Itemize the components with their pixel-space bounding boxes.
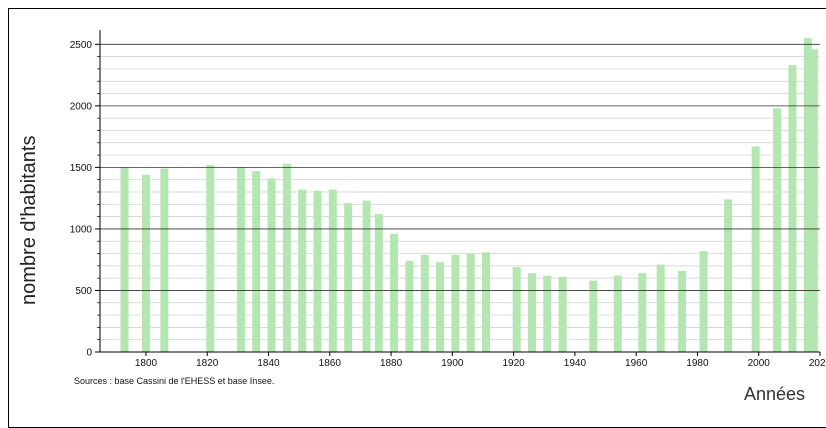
- bar: [558, 276, 567, 352]
- bar: [252, 171, 261, 352]
- bar: [656, 264, 665, 352]
- source-note: Sources : base Cassini de l'EHESS et bas…: [74, 376, 275, 386]
- bar: [206, 164, 215, 352]
- bar: [809, 49, 818, 352]
- bar: [788, 65, 797, 352]
- x-axis-label: Années: [744, 384, 806, 404]
- x-tick-label: 1800: [135, 358, 158, 369]
- bar: [374, 214, 383, 352]
- bar: [528, 273, 536, 352]
- bar: [160, 168, 169, 352]
- y-axis-label: nombre d'habitants: [18, 135, 40, 305]
- bar: [390, 233, 399, 352]
- bar: [724, 199, 733, 352]
- bar: [773, 108, 782, 352]
- bar: [344, 203, 353, 352]
- bar: [120, 167, 129, 352]
- bar: [466, 253, 475, 352]
- x-tick-label: 2020: [809, 358, 826, 369]
- x-tick-label: 1900: [441, 358, 464, 369]
- bar: [267, 178, 276, 352]
- y-tick-label: 0: [86, 348, 92, 359]
- y-tick-label: 2500: [70, 40, 93, 51]
- bar: [613, 275, 622, 352]
- bar: [699, 251, 708, 352]
- x-tick-label: 1920: [502, 358, 525, 369]
- bar: [313, 190, 322, 352]
- bar: [512, 267, 521, 352]
- x-tick-label: 1860: [319, 358, 342, 369]
- x-tick-label: 1880: [380, 358, 403, 369]
- bar: [589, 280, 598, 352]
- bar: [328, 189, 337, 352]
- x-tick-label: 1940: [564, 358, 587, 369]
- bar: [420, 254, 429, 352]
- bar: [678, 270, 687, 352]
- y-tick-label: 1000: [70, 224, 93, 235]
- bar-chart: 0 500 1000 1500 2000 2500 1800 1820 1840 1860 1880…: [70, 30, 826, 369]
- bar: [436, 262, 445, 352]
- bar: [405, 260, 414, 352]
- bar: [482, 252, 491, 352]
- x-tick-label: 1980: [686, 358, 709, 369]
- bar: [751, 146, 760, 352]
- x-tick-label: 1840: [257, 358, 280, 369]
- bar: [141, 174, 150, 352]
- x-tick-label: 1820: [196, 358, 219, 369]
- bar: [298, 189, 307, 352]
- x-tick-label: 1960: [625, 358, 648, 369]
- bar: [638, 273, 647, 352]
- x-tick-label: 2000: [748, 358, 771, 369]
- y-tick-label: 500: [75, 286, 92, 297]
- y-tick-label: 2000: [70, 101, 93, 112]
- y-tick-label: 1500: [70, 163, 93, 174]
- bar: [282, 163, 291, 352]
- bar: [543, 275, 552, 352]
- bar: [362, 200, 371, 352]
- bar: [803, 38, 812, 353]
- bar: [451, 254, 460, 352]
- bar: [236, 167, 245, 352]
